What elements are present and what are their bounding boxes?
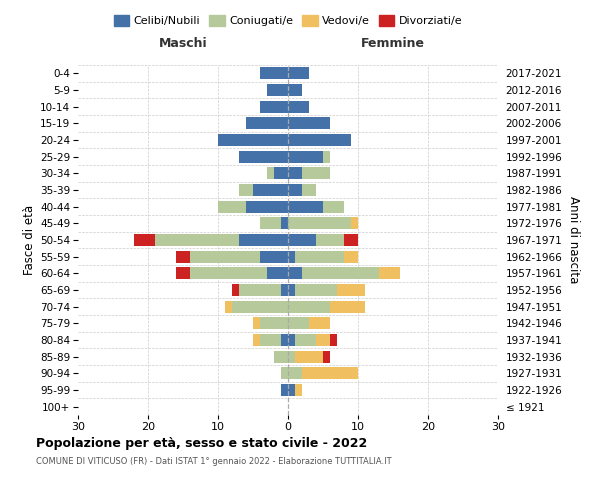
Bar	[134, 234, 155, 246]
Bar	[260, 250, 288, 262]
Bar	[239, 284, 281, 296]
Bar	[330, 334, 337, 346]
Bar	[295, 384, 302, 396]
Bar	[288, 200, 323, 212]
Bar	[302, 168, 330, 179]
Bar	[281, 284, 288, 296]
Bar	[267, 268, 288, 280]
Bar	[232, 284, 239, 296]
Bar	[288, 68, 309, 80]
Bar	[295, 284, 337, 296]
Bar	[379, 268, 400, 280]
Bar	[288, 268, 302, 280]
Bar	[302, 184, 316, 196]
Bar	[155, 234, 239, 246]
Bar	[274, 350, 288, 362]
Bar	[218, 134, 288, 146]
Bar	[344, 250, 358, 262]
Bar	[323, 150, 330, 162]
Bar	[288, 218, 351, 230]
Bar	[281, 368, 288, 380]
Bar	[246, 200, 288, 212]
Bar	[316, 234, 344, 246]
Bar	[274, 168, 288, 179]
Bar	[267, 84, 288, 96]
Text: Popolazione per età, sesso e stato civile - 2022: Popolazione per età, sesso e stato civil…	[36, 438, 367, 450]
Bar	[281, 384, 288, 396]
Bar	[288, 84, 302, 96]
Bar	[176, 250, 190, 262]
Bar	[239, 150, 288, 162]
Bar	[351, 218, 358, 230]
Bar	[253, 184, 288, 196]
Bar	[260, 68, 288, 80]
Text: Maschi: Maschi	[158, 37, 208, 50]
Bar	[288, 184, 302, 196]
Bar	[239, 234, 288, 246]
Bar	[246, 118, 288, 130]
Bar	[288, 318, 309, 330]
Bar	[288, 334, 295, 346]
Legend: Celibi/Nubili, Coniugati/e, Vedovi/e, Divorziati/e: Celibi/Nubili, Coniugati/e, Vedovi/e, Di…	[109, 10, 467, 30]
Bar	[288, 350, 295, 362]
Bar	[267, 168, 274, 179]
Bar	[288, 300, 330, 312]
Bar	[316, 334, 330, 346]
Bar	[225, 300, 232, 312]
Y-axis label: Anni di nascita: Anni di nascita	[566, 196, 580, 284]
Bar	[295, 250, 344, 262]
Bar	[281, 218, 288, 230]
Bar	[253, 334, 260, 346]
Y-axis label: Fasce di età: Fasce di età	[23, 205, 36, 275]
Bar	[260, 334, 281, 346]
Bar	[288, 134, 351, 146]
Bar	[281, 334, 288, 346]
Bar	[337, 284, 365, 296]
Bar	[260, 318, 288, 330]
Bar	[295, 350, 323, 362]
Bar	[288, 168, 302, 179]
Bar	[288, 384, 295, 396]
Bar	[309, 318, 330, 330]
Bar	[330, 300, 365, 312]
Bar	[288, 118, 330, 130]
Bar	[323, 350, 330, 362]
Bar	[302, 368, 358, 380]
Bar	[288, 250, 295, 262]
Bar	[323, 200, 344, 212]
Bar	[176, 268, 190, 280]
Bar	[288, 368, 302, 380]
Bar	[260, 100, 288, 112]
Text: Femmine: Femmine	[361, 37, 425, 50]
Bar	[295, 334, 316, 346]
Bar	[288, 150, 323, 162]
Bar	[218, 200, 246, 212]
Bar	[288, 284, 295, 296]
Bar	[344, 234, 358, 246]
Bar	[232, 300, 288, 312]
Bar	[288, 234, 316, 246]
Bar	[190, 250, 260, 262]
Bar	[288, 100, 309, 112]
Bar	[239, 184, 253, 196]
Bar	[190, 268, 267, 280]
Bar	[302, 268, 379, 280]
Text: COMUNE DI VITICUSO (FR) - Dati ISTAT 1° gennaio 2022 - Elaborazione TUTTITALIA.I: COMUNE DI VITICUSO (FR) - Dati ISTAT 1° …	[36, 458, 392, 466]
Bar	[260, 218, 281, 230]
Bar	[253, 318, 260, 330]
